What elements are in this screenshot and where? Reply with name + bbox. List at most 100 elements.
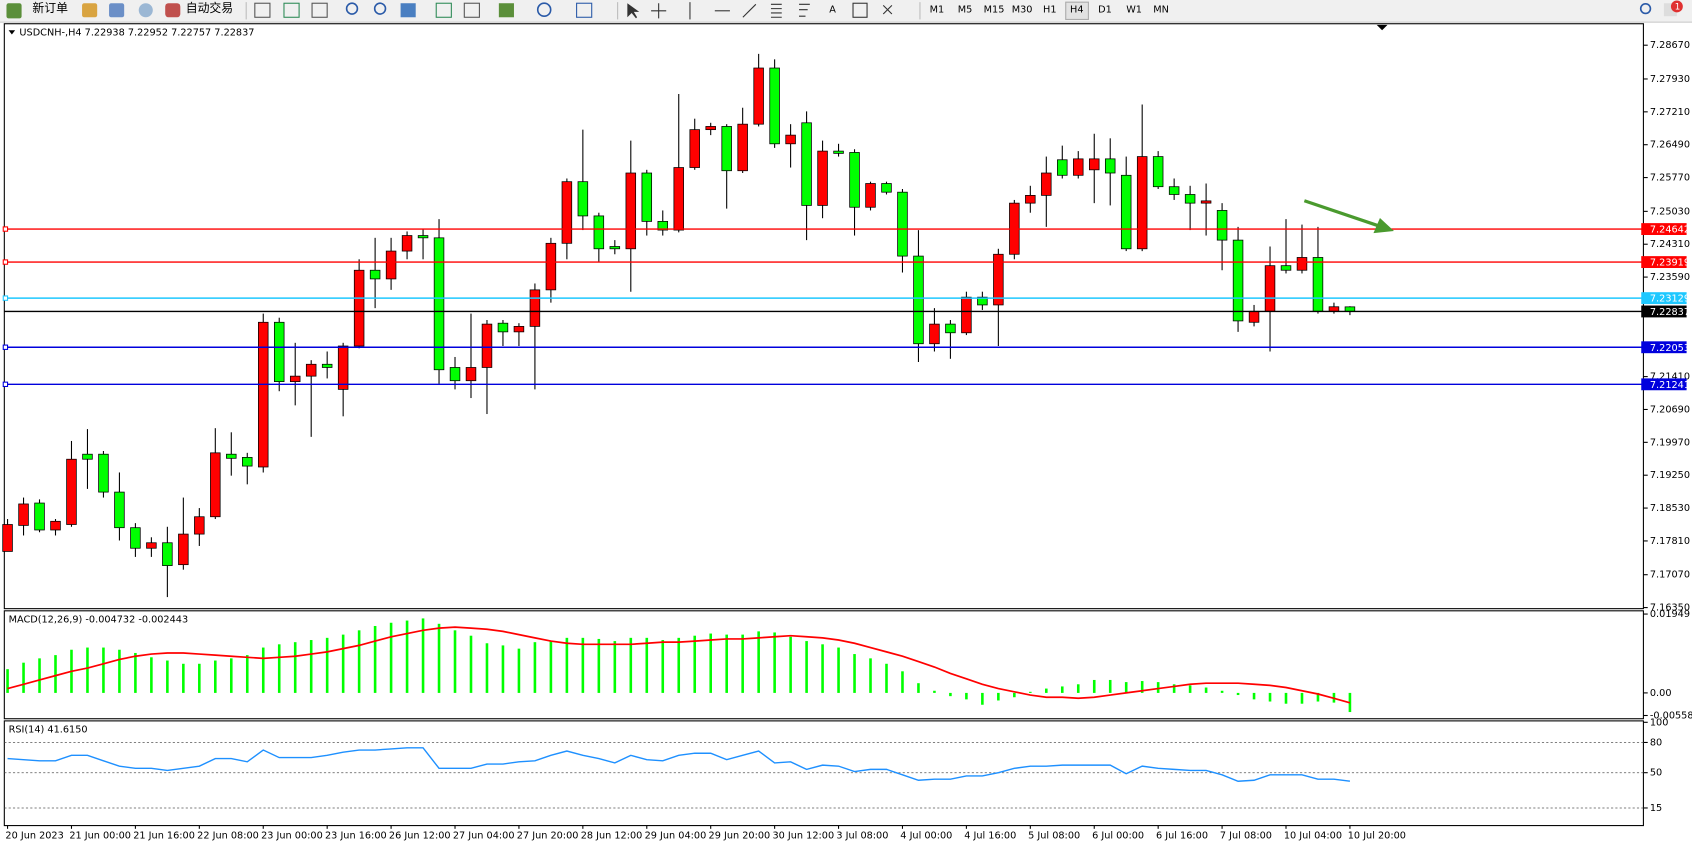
toolbar-icon[interactable] bbox=[400, 3, 416, 18]
macd-bar bbox=[565, 637, 569, 693]
macd-bar bbox=[1316, 692, 1320, 702]
toolbar-icon[interactable] bbox=[311, 2, 328, 18]
crosshair-tool[interactable] bbox=[651, 3, 667, 19]
candle-body bbox=[993, 253, 1004, 306]
new-order-button[interactable]: 新订单 bbox=[32, 1, 68, 15]
y-tick-label: 15 bbox=[1650, 803, 1662, 814]
timeframe-button[interactable]: M30 bbox=[1012, 5, 1033, 16]
candle-body bbox=[897, 191, 908, 257]
x-tick-label: 21 Jun 16:00 bbox=[133, 830, 195, 841]
macd-bar bbox=[517, 648, 521, 693]
candle-body bbox=[417, 235, 429, 239]
y-tick-label: 7.21410 bbox=[1650, 372, 1690, 383]
label-tool[interactable] bbox=[852, 2, 868, 18]
timeframe-button[interactable]: W1 bbox=[1126, 5, 1142, 16]
macd-bar bbox=[150, 657, 153, 693]
candle-body bbox=[321, 363, 333, 368]
macd-bar bbox=[1268, 692, 1272, 702]
toolbar-icon[interactable] bbox=[109, 3, 125, 18]
candle-body bbox=[18, 503, 29, 526]
macd-bar bbox=[501, 645, 505, 693]
toolbar-icon[interactable] bbox=[576, 2, 593, 18]
macd-bar bbox=[917, 683, 920, 693]
y-tick-label: 50 bbox=[1650, 768, 1662, 779]
candle-body bbox=[1248, 310, 1260, 323]
x-tick-label: 4 Jul 16:00 bbox=[964, 830, 1016, 841]
candle-body bbox=[162, 542, 173, 566]
toolbar-icon[interactable] bbox=[536, 2, 552, 17]
price-line-label-bg bbox=[1641, 256, 1687, 269]
search-icon[interactable] bbox=[1639, 2, 1652, 15]
trendline-tool[interactable] bbox=[742, 3, 757, 18]
toolbar-icon[interactable] bbox=[254, 2, 271, 18]
toolbar-icon[interactable] bbox=[138, 3, 153, 18]
macd-bar bbox=[1236, 692, 1240, 696]
timeframe-button[interactable]: H1 bbox=[1043, 5, 1056, 16]
line-handle bbox=[2, 226, 9, 232]
shift-marker bbox=[1376, 24, 1388, 31]
macd-bar bbox=[725, 634, 728, 693]
macd-bar bbox=[837, 647, 840, 693]
timeframe-button[interactable]: M15 bbox=[984, 5, 1005, 16]
macd-signal-line bbox=[7, 626, 1351, 704]
candle-body bbox=[465, 367, 477, 382]
candle-body bbox=[1280, 265, 1292, 271]
auto-trading-button[interactable]: 自动交易 bbox=[186, 1, 233, 15]
candle-body bbox=[801, 122, 812, 206]
candle-body bbox=[721, 126, 732, 172]
zoom-in-icon[interactable] bbox=[345, 2, 359, 15]
y-tick-label: 7.23590 bbox=[1650, 272, 1690, 283]
toolbar-icon[interactable] bbox=[498, 3, 514, 18]
chart-area: 7.28670 7.27930 7.27210 7.26490 7.25770 7.250… bbox=[2, 23, 1692, 841]
x-tick-label: 10 Jul 04:00 bbox=[1284, 830, 1342, 841]
trend-arrowhead bbox=[1373, 217, 1394, 234]
candle-body bbox=[945, 323, 956, 334]
toolbar-icon[interactable] bbox=[283, 2, 300, 18]
candle-body bbox=[353, 269, 365, 347]
candle-body bbox=[226, 453, 237, 459]
timeframe-button[interactable]: D1 bbox=[1098, 5, 1112, 16]
macd-bar bbox=[1204, 687, 1208, 693]
candle-body bbox=[433, 237, 445, 371]
x-tick-label: 28 Jun 12:00 bbox=[581, 830, 643, 841]
candle-body bbox=[1200, 200, 1212, 204]
macd-bar bbox=[1156, 682, 1160, 693]
timeframe-button[interactable]: M1 bbox=[930, 5, 945, 16]
auto-trading-icon[interactable] bbox=[165, 3, 181, 18]
header-marker bbox=[8, 30, 16, 35]
x-tick-label: 29 Jun 20:00 bbox=[709, 830, 771, 841]
candle-body bbox=[210, 452, 221, 518]
fibo-tool[interactable] bbox=[799, 3, 810, 17]
macd-bar bbox=[214, 660, 217, 693]
x-tick-label: 10 Jul 20:00 bbox=[1348, 830, 1406, 841]
toolbar-icon[interactable] bbox=[82, 3, 98, 18]
candle-body bbox=[385, 250, 397, 280]
candle-body bbox=[273, 321, 285, 382]
arrows-tool[interactable] bbox=[882, 5, 893, 15]
price-line-label-bg bbox=[1641, 341, 1687, 354]
y-tick-label: 7.16350 bbox=[1650, 603, 1690, 614]
cursor-tool[interactable] bbox=[627, 3, 640, 19]
channel-tool[interactable] bbox=[770, 3, 782, 18]
x-tick-label: 23 Jun 16:00 bbox=[325, 830, 387, 841]
candle-body bbox=[881, 183, 892, 193]
new-order-icon[interactable] bbox=[6, 3, 22, 19]
timeframe-button[interactable]: MN bbox=[1153, 5, 1169, 16]
zoom-out-icon[interactable] bbox=[373, 2, 387, 15]
macd-bar bbox=[1252, 692, 1256, 700]
macd-bar bbox=[709, 633, 713, 693]
candle-body bbox=[529, 289, 541, 327]
price-line-label: 7.21241 bbox=[1650, 380, 1690, 391]
toolbar-icon[interactable] bbox=[463, 2, 480, 18]
text-tool[interactable]: A bbox=[829, 5, 836, 16]
timeframe-button[interactable]: H4 bbox=[1070, 5, 1083, 16]
macd-bar bbox=[693, 635, 697, 693]
timeframe-button[interactable]: M5 bbox=[958, 5, 973, 16]
candle-body bbox=[82, 453, 93, 460]
x-tick-label: 6 Jul 00:00 bbox=[1092, 830, 1144, 841]
panel-title: USDCNH-,H4 7.22938 7.22952 7.22757 7.228… bbox=[19, 27, 254, 38]
toolbar-icon[interactable] bbox=[435, 2, 452, 18]
candle-body bbox=[865, 183, 876, 208]
price-line-label-bg bbox=[1641, 292, 1687, 305]
candle-body bbox=[289, 375, 301, 382]
